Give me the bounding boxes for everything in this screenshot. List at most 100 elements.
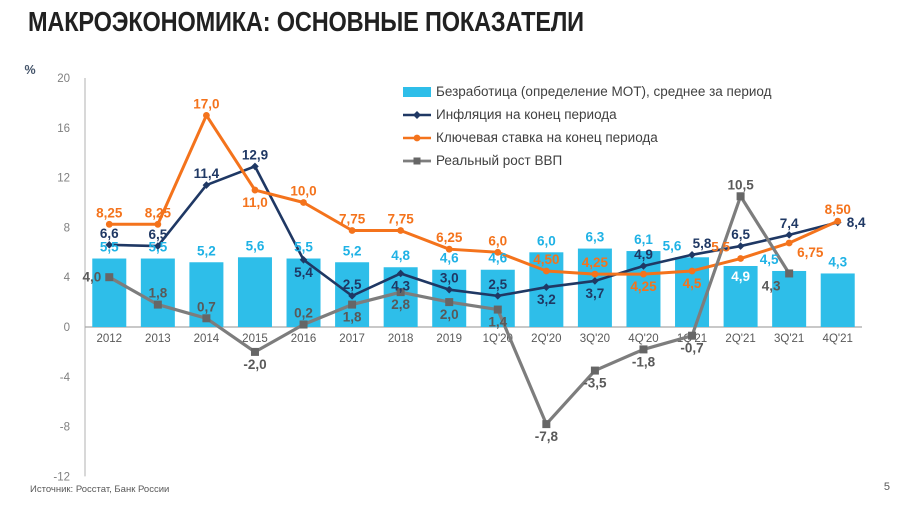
data-label: 1,8 xyxy=(148,286,167,301)
x-axis-label: 4Q'20 xyxy=(628,333,658,345)
x-axis-label: 2015 xyxy=(242,333,268,345)
gdp-point-2Q'21 xyxy=(736,192,745,201)
data-label: -0,7 xyxy=(680,341,703,356)
data-label: 2,5 xyxy=(488,277,507,292)
inflation-point-2Q'20 xyxy=(542,283,551,291)
inflation-line xyxy=(109,165,839,298)
gdp-point-2Q'20 xyxy=(542,420,551,429)
data-label: 4,50 xyxy=(533,252,559,267)
gdp-point-2019 xyxy=(445,298,454,307)
data-label: 8,50 xyxy=(825,202,851,217)
data-label: 5,5 xyxy=(100,240,119,255)
x-axis-label: 2016 xyxy=(291,333,317,345)
data-label: 4,3 xyxy=(828,254,847,269)
legend-item-key-rate: Ключевая ставка на конец периода xyxy=(403,129,772,146)
data-label: 12,9 xyxy=(242,147,268,162)
data-label: 10,0 xyxy=(290,184,316,199)
key-rate-point-1Q'21 xyxy=(688,267,696,275)
legend-item-inflation: Инфляция на конец периода xyxy=(403,106,772,123)
key-rate-point-2015 xyxy=(251,186,259,194)
inflation-point-2Q'21 xyxy=(736,242,745,250)
gdp-point-1Q'21 xyxy=(688,331,697,340)
inflation-point-2016 xyxy=(299,255,308,264)
data-label: -2,0 xyxy=(243,357,266,372)
inflation-point-2014 xyxy=(202,181,211,189)
data-label: 17,0 xyxy=(193,96,219,111)
data-label: 1,8 xyxy=(343,310,362,325)
key-rate-point-2019 xyxy=(445,245,453,253)
y-axis-unit-label: % xyxy=(24,63,35,77)
inflation-point-1Q'20 xyxy=(493,292,502,300)
key-rate-point-2018 xyxy=(397,227,405,234)
x-axis-label: 2018 xyxy=(388,333,414,345)
data-label: 4,9 xyxy=(634,247,653,262)
data-label: 5,2 xyxy=(343,243,362,258)
data-label: 5,6 xyxy=(663,238,682,253)
data-label: 6,1 xyxy=(634,232,653,247)
x-axis-label: 1Q'20 xyxy=(483,333,513,345)
data-label: 6,5 xyxy=(148,227,167,242)
inflation-point-3Q'21 xyxy=(785,231,793,239)
data-label: 2,8 xyxy=(391,297,410,312)
gdp-point-2013 xyxy=(153,300,162,309)
inflation-point-1Q'21 xyxy=(688,250,696,259)
x-axis-label: 2014 xyxy=(194,333,220,345)
data-label: 6,75 xyxy=(797,245,824,260)
data-label: 0,7 xyxy=(197,299,216,314)
key-rate-point-1Q'20 xyxy=(494,248,502,256)
y-axis-tick: -12 xyxy=(53,471,70,483)
inflation-point-2015 xyxy=(251,162,259,171)
data-label: 4,6 xyxy=(488,251,507,266)
data-label: 11,4 xyxy=(194,166,220,181)
gdp-point-1Q'20 xyxy=(493,305,502,314)
data-label: 3,0 xyxy=(440,271,459,286)
x-axis-label: 2Q'21 xyxy=(725,333,755,345)
legend-label-key-rate: Ключевая ставка на конец периода xyxy=(436,130,658,145)
y-axis-tick: 8 xyxy=(64,222,70,234)
x-axis-label: 2012 xyxy=(96,333,122,345)
legend-item-gdp: Реальный рост ВВП xyxy=(403,152,772,169)
bar-4Q'21 xyxy=(820,273,855,327)
data-label: 4,25 xyxy=(582,255,609,270)
data-label: 3,2 xyxy=(537,292,556,307)
gdp-point-3Q'20 xyxy=(590,366,599,375)
inflation-point-2012 xyxy=(105,241,114,249)
data-label: 4,8 xyxy=(391,248,410,263)
chart-legend: Безработица (определение МОТ), среднее з… xyxy=(403,83,772,169)
data-label: 5,6 xyxy=(246,238,265,253)
key-rate-point-2Q'21 xyxy=(737,255,744,262)
data-label: 6,0 xyxy=(537,233,556,248)
bar-3Q'20 xyxy=(577,248,612,327)
data-label: 7,4 xyxy=(780,216,799,231)
data-label: -7,8 xyxy=(535,429,559,444)
y-axis-tick: 0 xyxy=(64,322,70,334)
bar-2013 xyxy=(140,258,175,327)
data-label: 5,8 xyxy=(693,236,712,251)
inflation-point-3Q'20 xyxy=(591,277,599,285)
data-label: 4,5 xyxy=(683,276,702,291)
data-label: 2,5 xyxy=(343,277,362,292)
x-axis-label: 3Q'21 xyxy=(774,333,804,345)
key-rate-point-2016 xyxy=(300,199,307,206)
unemployment-bar-swatch-icon xyxy=(403,86,431,97)
data-label: 5,5 xyxy=(711,240,730,255)
gdp-point-2016 xyxy=(299,320,308,329)
y-axis-tick: -8 xyxy=(60,422,70,434)
gdp-point-3Q'21 xyxy=(785,269,794,278)
key-rate-point-2Q'20 xyxy=(542,267,550,275)
page-title: МАКРОЭКОНОМИКА: ОСНОВНЫЕ ПОКАЗАТЕЛИ xyxy=(28,6,584,37)
x-axis-label: 2017 xyxy=(339,333,365,345)
bar-2016 xyxy=(286,258,321,327)
data-label: 4,9 xyxy=(731,269,750,284)
data-label: 10,5 xyxy=(727,177,754,192)
data-label: 6,3 xyxy=(586,230,605,245)
x-axis-label: 2013 xyxy=(145,333,171,345)
data-label: -1,8 xyxy=(632,354,656,369)
y-axis-tick: 16 xyxy=(57,123,70,135)
x-axis-label: 3Q'20 xyxy=(580,333,610,345)
inflation-point-2013 xyxy=(154,242,162,250)
y-axis-tick: 20 xyxy=(57,73,70,85)
data-label: 7,75 xyxy=(388,212,415,227)
data-label: 0,2 xyxy=(294,306,313,321)
